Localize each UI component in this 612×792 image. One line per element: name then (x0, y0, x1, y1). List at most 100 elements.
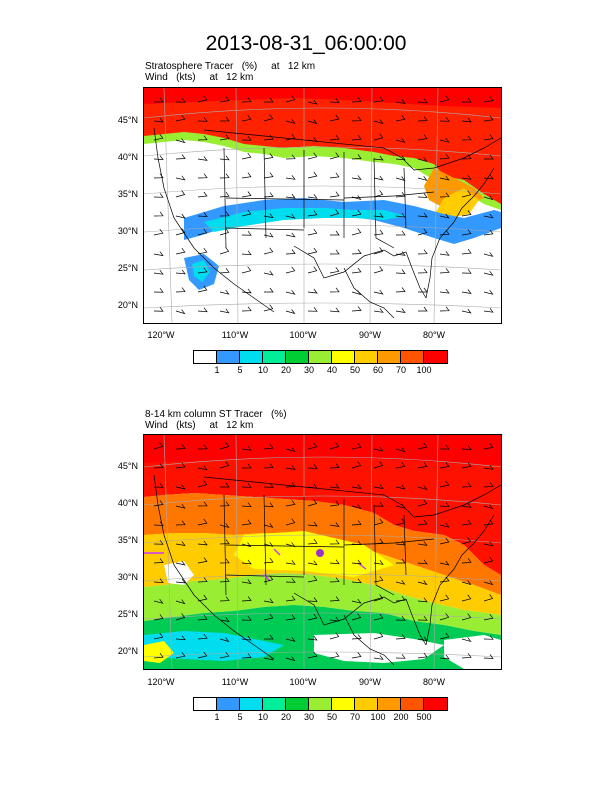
wind-barb (197, 501, 208, 507)
wind-barb (351, 443, 362, 450)
wind-barb (219, 637, 230, 643)
wind-barb (153, 614, 164, 621)
panel1-lat-label-40: 40°N (117, 152, 138, 162)
wind-barb (219, 308, 230, 314)
wind-barb (197, 95, 208, 103)
wind-barb (285, 482, 296, 488)
wind-barb (439, 251, 450, 256)
wind-barb (329, 500, 340, 507)
wind-barb (307, 521, 318, 527)
wind-barb (483, 556, 494, 564)
colorbar-label: 1 (214, 365, 220, 375)
wind-barb (241, 266, 252, 274)
colorbar-box-0 (194, 351, 217, 363)
wind-barb (373, 119, 384, 125)
wind-barb (439, 480, 450, 488)
wind-barb (395, 595, 406, 602)
colorbar-box-7 (355, 351, 378, 363)
wind-barb (153, 578, 164, 583)
wind-barb (153, 539, 164, 545)
wind-barb (241, 172, 252, 179)
colorbar-label: 10 (257, 365, 268, 375)
wind-barb (153, 211, 164, 217)
wind-barb (483, 654, 494, 659)
wind-barb (373, 308, 384, 313)
colorbar-box-2 (240, 351, 263, 363)
wind-barb (263, 575, 274, 583)
wind-barb (395, 308, 406, 313)
wind-barb (373, 613, 384, 621)
wind-barb (439, 117, 450, 122)
wind-barb (197, 594, 208, 602)
wind-barb (219, 173, 230, 179)
wind-barb (197, 540, 208, 546)
panel1-lon-label-120: 120°W (147, 330, 175, 340)
wind-barb (307, 538, 318, 545)
wind-barb (351, 116, 362, 122)
wind-barb (351, 209, 362, 217)
panel2-lat-label-35: 35°N (117, 535, 138, 545)
colorbar-label: 50 (326, 712, 337, 722)
wind-barb (241, 559, 252, 565)
wind-barb (395, 251, 406, 256)
wind-barb (241, 250, 252, 256)
wind-barb (175, 484, 186, 490)
colorbar-label: 30 (303, 365, 314, 375)
wind-barb (263, 232, 274, 238)
wind-barb (461, 210, 472, 217)
wind-barb (483, 289, 494, 295)
figure-title: 2013-08-31_06:00:00 (205, 32, 407, 55)
wind-barb (219, 501, 230, 507)
wind-barb (241, 115, 252, 122)
wind-barb (241, 463, 252, 469)
wind-barb (417, 268, 428, 274)
wind-barb (307, 119, 318, 125)
wind-barb (461, 248, 472, 255)
wind-barb (461, 135, 472, 141)
panel2-map-graphic (144, 435, 501, 669)
wind-barb (329, 632, 340, 640)
wind-barb (153, 521, 164, 526)
wind-barb (175, 190, 186, 198)
wind-barb (241, 230, 252, 236)
panel1-lon-label-100: 100°W (289, 330, 317, 340)
wind-barb (285, 266, 296, 274)
wind-barb (153, 558, 164, 564)
wind-barb (439, 613, 450, 621)
panel1-lat-label-45: 45°N (117, 115, 138, 125)
colorbar-box-3 (263, 698, 286, 710)
panel2-subtitle-line2: Wind (kts) at 12 km (145, 420, 254, 431)
wind-barb (351, 290, 362, 296)
wind-barb (241, 519, 252, 526)
wind-barb (351, 540, 362, 546)
wind-barb (219, 267, 230, 274)
wind-barb (285, 133, 296, 141)
colorbar-label: 1 (214, 712, 220, 722)
wind-barb (263, 172, 274, 179)
wind-barb (220, 482, 230, 488)
wind-barb (197, 173, 208, 179)
panel1-lat-label-20: 20°N (117, 300, 138, 310)
wind-barb (219, 558, 230, 564)
wind-barb (263, 483, 274, 488)
wind-barb (285, 656, 296, 662)
wind-barb (483, 465, 494, 470)
wind-barb (307, 442, 318, 450)
wind-barb (483, 96, 494, 103)
wind-barb (307, 152, 318, 160)
wind-barb (175, 154, 186, 160)
wind-barb (263, 270, 274, 276)
wind-barb (153, 500, 164, 507)
wind-barb (329, 442, 340, 450)
wind-barb (483, 174, 494, 180)
colorbar-box-8 (378, 698, 401, 710)
wind-barb (307, 575, 318, 583)
wind-barb (153, 442, 164, 450)
wind-barb (219, 191, 230, 198)
wind-barb (329, 134, 340, 141)
colorbar-label: 20 (280, 365, 291, 375)
wind-barb (329, 267, 340, 274)
colorbar-label: 100 (416, 365, 432, 375)
wind-barb (417, 249, 428, 255)
colorbar-box-9 (401, 351, 424, 363)
